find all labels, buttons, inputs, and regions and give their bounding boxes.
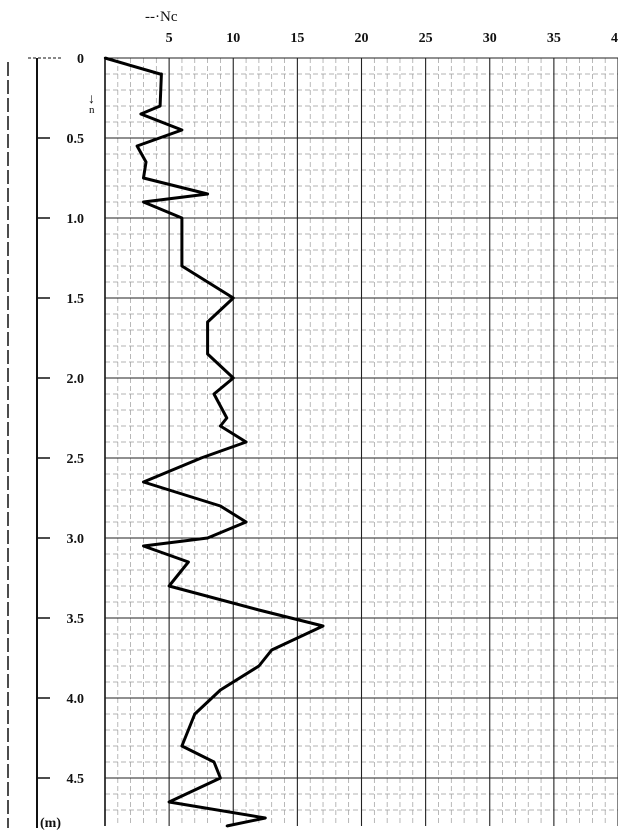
depth-tick-label: 2.5 (67, 452, 85, 467)
depth-tick-label: 4.5 (67, 772, 85, 787)
nc-data-point (142, 544, 145, 548)
depth-direction-mark-sub: n (89, 104, 95, 116)
nc-data-point (206, 352, 209, 356)
nc-data-point (321, 624, 325, 628)
nc-tick-label: 25 (419, 31, 433, 46)
nc-data-point (206, 536, 209, 540)
nc-data-point (180, 744, 184, 748)
nc-data-point (206, 192, 209, 196)
nc-data-point (232, 296, 235, 300)
nc-data-point (142, 200, 145, 204)
nc-tick-label: 40 (611, 31, 618, 46)
nc-data-point (199, 456, 203, 460)
nc-data-point (206, 336, 209, 340)
depth-tick-label: 2.0 (67, 372, 85, 387)
nc-data-point (244, 440, 248, 444)
nc-data-point (257, 608, 261, 612)
nc-data-point (144, 160, 148, 164)
depth-direction-mark: ↓ (88, 92, 95, 107)
nc-tick-label: 30 (483, 31, 497, 46)
depth-tick-label: 3.5 (67, 612, 85, 627)
depth-tick-label: 0 (77, 52, 84, 67)
nc-data-point (212, 392, 216, 396)
nc-data-point (167, 800, 171, 804)
nc-tick-label: 10 (226, 31, 240, 46)
depth-unit-label: (m) (40, 816, 61, 831)
nc-data-point (167, 584, 171, 588)
nc-data-point (206, 320, 209, 324)
nc-data-point (160, 72, 163, 76)
nc-tick-label: 15 (290, 31, 304, 46)
depth-tick-label: 1.0 (67, 212, 85, 227)
nc-data-point (212, 760, 216, 764)
nc-data-point (180, 224, 184, 228)
nc-data-point (180, 216, 184, 220)
nc-data-point (225, 416, 229, 420)
depth-ticks: 0 0.5 1.0 1.5 2.0 2.5 3.0 3.5 4.0 4.5 (37, 52, 84, 787)
nc-data-point (135, 144, 139, 148)
nc-data-point (158, 104, 162, 108)
nc-data-point (244, 520, 248, 524)
nc-data-point (225, 824, 229, 828)
nc-data-point (232, 376, 235, 380)
nc-data-point (139, 112, 143, 116)
nc-data-point (193, 712, 196, 716)
nc-data-point (270, 648, 273, 652)
nc-data-point (142, 176, 145, 180)
series-label: --·Nc (145, 9, 178, 25)
nc-data-point (219, 424, 222, 428)
major-grid (104, 57, 618, 826)
nc-ticks: 5 10 15 20 25 30 35 40 (166, 31, 618, 46)
nc-data-point (219, 688, 222, 692)
nc-tick-label: 5 (166, 31, 173, 46)
depth-tick-label: 3.0 (67, 532, 85, 547)
nc-data-point (187, 560, 190, 564)
depth-tick-label: 1.5 (67, 292, 85, 307)
nc-data-point (219, 776, 222, 780)
nc-data-point (180, 128, 184, 132)
nc-data-point (142, 480, 145, 484)
nc-tick-label: 20 (355, 31, 369, 46)
nc-data-point (219, 504, 222, 508)
nc-data-point (180, 264, 184, 268)
depth-tick-label: 0.5 (67, 132, 85, 147)
depth-tick-label: 4.0 (67, 692, 85, 707)
series-group (103, 56, 325, 828)
nc-data-point (257, 664, 261, 668)
nc-data-point (264, 816, 267, 820)
nc-data-point (103, 56, 107, 60)
nc-tick-label: 35 (547, 31, 561, 46)
